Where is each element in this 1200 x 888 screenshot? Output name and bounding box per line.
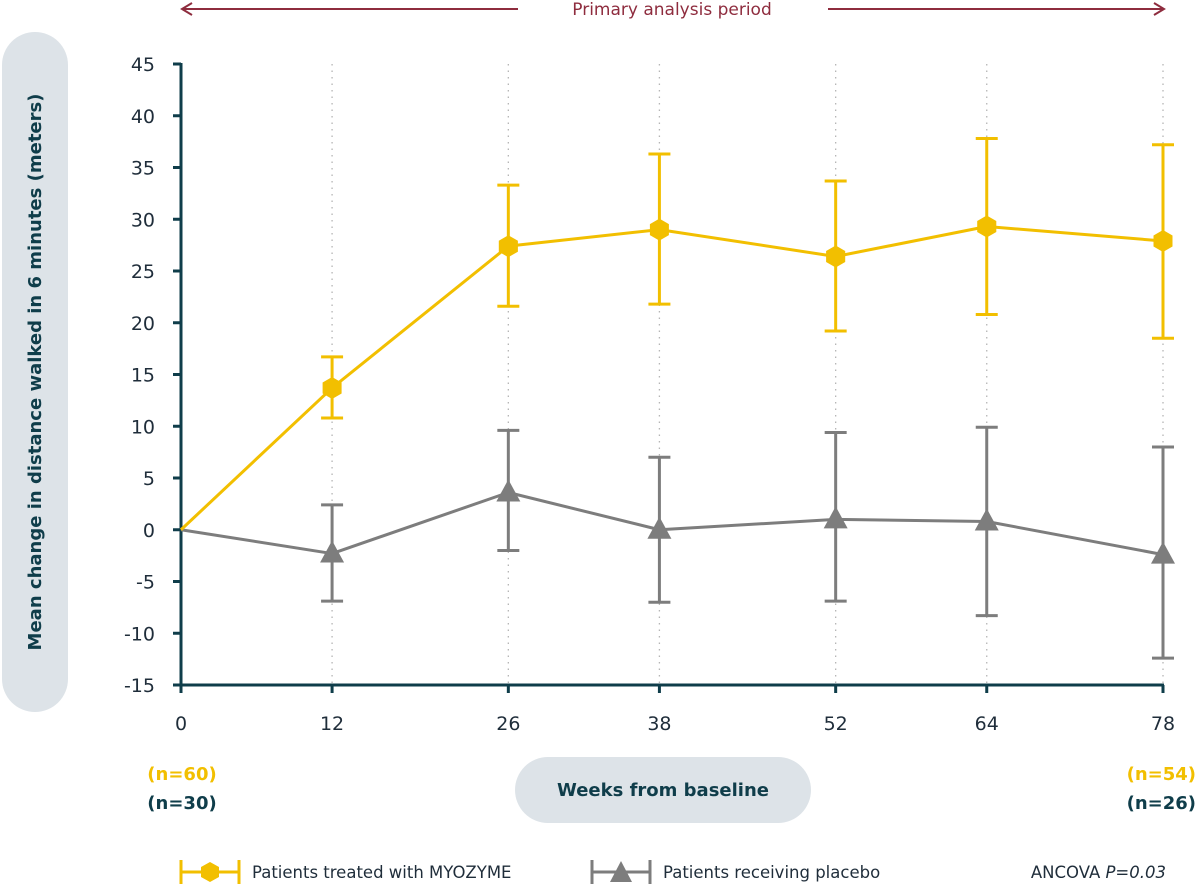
x-tick-label-52: 52 bbox=[824, 713, 848, 735]
marker-placebo-week-64 bbox=[974, 508, 999, 531]
x-tick-label-0: 0 bbox=[175, 713, 187, 735]
marker-treated-week-78 bbox=[1153, 230, 1173, 252]
marker-placebo-week-38 bbox=[647, 516, 672, 539]
ancova-statistic: ANCOVA P=0.03 bbox=[1031, 863, 1166, 882]
n-start-placebo: (n=30) bbox=[147, 793, 216, 814]
marker-placebo-week-12 bbox=[320, 540, 345, 563]
y-tick-label-40: 40 bbox=[131, 106, 155, 128]
y-tick-label-45: 45 bbox=[131, 54, 155, 76]
y-axis-label: Mean change in distance walked in 6 minu… bbox=[2, 32, 68, 712]
y-tick-label-15: 15 bbox=[131, 365, 155, 387]
x-axis-label: Weeks from baseline bbox=[515, 757, 811, 823]
y-tick-label-10: 10 bbox=[131, 416, 155, 438]
y-tick-label-25: 25 bbox=[131, 261, 155, 283]
x-tick-label-12: 12 bbox=[320, 713, 344, 735]
y-tick-label-35: 35 bbox=[131, 158, 155, 180]
x-tick-label-64: 64 bbox=[975, 713, 999, 735]
period-arrow-right-head bbox=[1153, 2, 1166, 16]
marker-placebo-week-52 bbox=[823, 506, 848, 529]
n-end-placebo: (n=26) bbox=[1127, 793, 1196, 814]
x-tick-label-78: 78 bbox=[1151, 713, 1175, 735]
y-tick-label-5: 5 bbox=[143, 468, 155, 490]
y-tick-label--10: -10 bbox=[124, 623, 155, 645]
legend-treated-hexagon-icon bbox=[201, 862, 219, 882]
y-tick-label-0: 0 bbox=[143, 520, 155, 542]
x-tick-label-38: 38 bbox=[647, 713, 671, 735]
marker-placebo-week-78 bbox=[1151, 541, 1175, 564]
legend-placebo-triangle-icon bbox=[610, 861, 632, 882]
n-end-treated: (n=54) bbox=[1127, 764, 1196, 785]
marker-treated-week-64 bbox=[977, 215, 997, 238]
primary-analysis-period: Primary analysis period bbox=[180, 0, 1166, 20]
x-axis-title: Weeks from baseline bbox=[557, 780, 769, 801]
ancova-prefix: ANCOVA bbox=[1031, 863, 1106, 882]
series-line-placebo bbox=[180, 490, 1164, 557]
marker-placebo-week-26 bbox=[496, 479, 521, 502]
x-axis-label-background bbox=[515, 757, 811, 823]
marker-treated-week-52 bbox=[826, 245, 846, 268]
grid bbox=[331, 64, 1164, 685]
period-arrow-left-head bbox=[180, 2, 193, 16]
y-tick-label-20: 20 bbox=[131, 313, 155, 335]
marker-treated-week-26 bbox=[498, 235, 518, 258]
ancova-p-value: P=0.03 bbox=[1105, 863, 1166, 882]
legend-treated-label: Patients treated with MYOZYME bbox=[252, 863, 511, 882]
y-tick-label-30: 30 bbox=[131, 209, 155, 231]
y-axis-title: Mean change in distance walked in 6 minu… bbox=[25, 94, 46, 651]
x-tick-label-26: 26 bbox=[496, 713, 520, 735]
legend-placebo-label: Patients receiving placebo bbox=[663, 863, 880, 882]
marker-treated-week-38 bbox=[649, 218, 669, 241]
axes: 45 40 35 30 25 20 15 10 5 0 -5 -10 -15 0 12 26 38 52 64 78 bbox=[124, 54, 1175, 735]
series-treated bbox=[179, 137, 1174, 531]
y-tick-label--15: -15 bbox=[124, 675, 155, 697]
legend-item-placebo: Patients receiving placebo bbox=[590, 860, 880, 884]
legend-item-treated: Patients treated with MYOZYME bbox=[179, 860, 511, 884]
series bbox=[179, 137, 1175, 660]
y-tick-label--5: -5 bbox=[136, 572, 155, 594]
y-axis-label-background bbox=[2, 32, 68, 712]
marker-treated-week-12 bbox=[322, 377, 342, 399]
series-line-treated bbox=[179, 224, 1164, 531]
n-start-treated: (n=60) bbox=[147, 764, 216, 785]
period-label: Primary analysis period bbox=[572, 0, 771, 20]
series-placebo bbox=[180, 425, 1175, 660]
legend: Patients treated with MYOZYME Patients r… bbox=[179, 860, 1166, 884]
